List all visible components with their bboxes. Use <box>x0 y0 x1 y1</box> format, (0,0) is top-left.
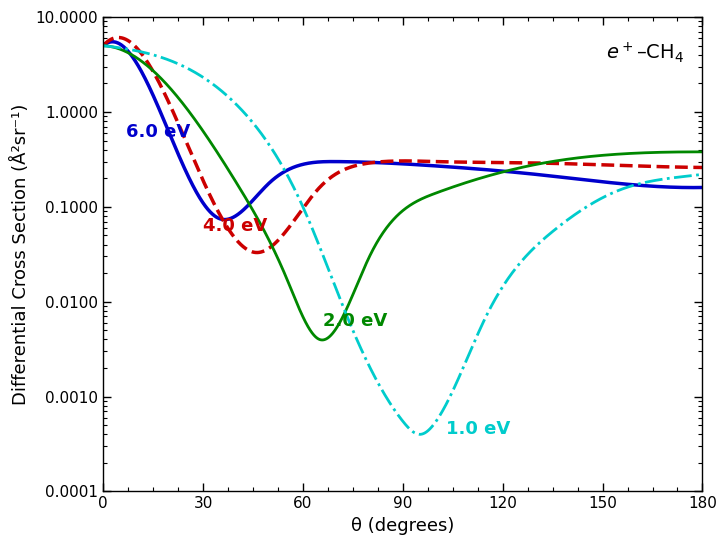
Text: 1.0 eV: 1.0 eV <box>446 420 510 438</box>
Text: $e^+$–CH$_4$: $e^+$–CH$_4$ <box>606 41 684 66</box>
Text: 6.0 eV: 6.0 eV <box>127 123 191 141</box>
X-axis label: θ (degrees): θ (degrees) <box>351 517 454 535</box>
Text: 2.0 eV: 2.0 eV <box>323 312 387 330</box>
Text: 4.0 eV: 4.0 eV <box>203 217 267 235</box>
Y-axis label: Differential Cross Section (Å²sr⁻¹): Differential Cross Section (Å²sr⁻¹) <box>11 104 30 405</box>
